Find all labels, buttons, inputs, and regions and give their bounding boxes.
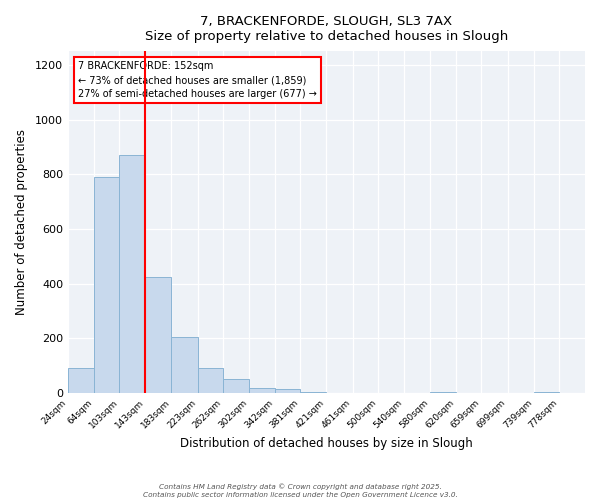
Bar bbox=[145, 277, 172, 393]
Bar bbox=[94, 177, 119, 393]
Title: 7, BRACKENFORDE, SLOUGH, SL3 7AX
Size of property relative to detached houses in: 7, BRACKENFORDE, SLOUGH, SL3 7AX Size of… bbox=[145, 15, 508, 43]
Text: Contains HM Land Registry data © Crown copyright and database right 2025.
Contai: Contains HM Land Registry data © Crown c… bbox=[143, 483, 457, 498]
Y-axis label: Number of detached properties: Number of detached properties bbox=[15, 129, 28, 315]
Bar bbox=[197, 368, 223, 393]
Bar bbox=[119, 155, 145, 393]
Bar bbox=[172, 337, 197, 393]
Bar bbox=[430, 392, 456, 393]
Bar bbox=[223, 380, 249, 393]
Bar bbox=[533, 392, 559, 393]
Bar bbox=[301, 392, 326, 393]
Bar bbox=[68, 368, 94, 393]
X-axis label: Distribution of detached houses by size in Slough: Distribution of detached houses by size … bbox=[180, 437, 473, 450]
Text: 7 BRACKENFORDE: 152sqm
← 73% of detached houses are smaller (1,859)
27% of semi-: 7 BRACKENFORDE: 152sqm ← 73% of detached… bbox=[78, 62, 317, 100]
Bar bbox=[249, 388, 275, 393]
Bar bbox=[275, 389, 301, 393]
